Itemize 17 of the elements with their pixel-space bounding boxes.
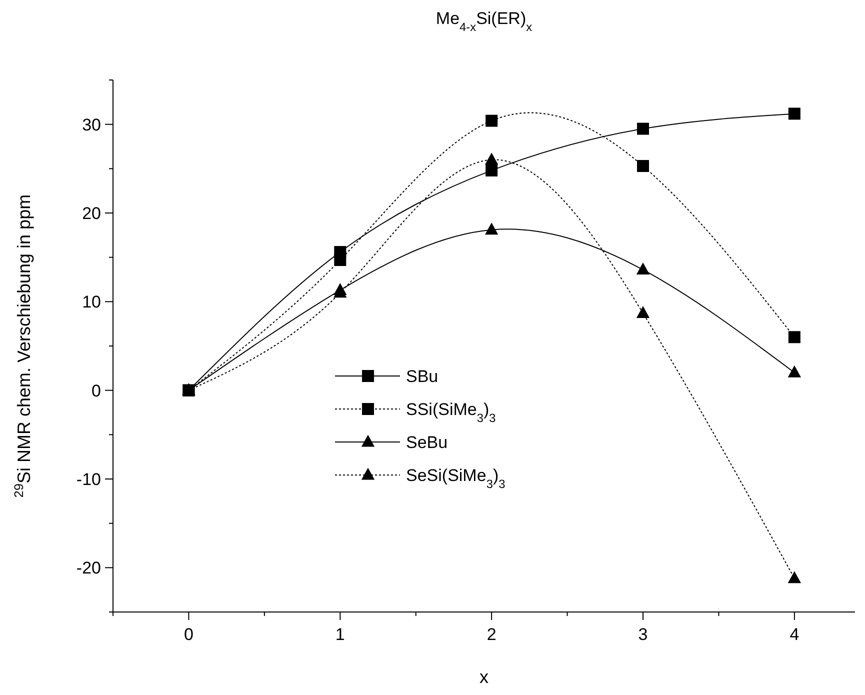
y-tick-label: 30: [82, 115, 101, 134]
y-tick-label: 0: [92, 381, 101, 400]
legend-label: SBu: [406, 367, 438, 386]
y-tick-label: -10: [76, 470, 101, 489]
x-tick-label: 2: [486, 625, 496, 644]
x-tick-label: 1: [335, 625, 345, 644]
y-tick-label: 20: [82, 204, 101, 223]
legend-label: SeSi(SiMe$_{3}$)$_{3}$: [406, 466, 506, 491]
y-tick-label: 10: [82, 292, 101, 312]
x-tick-label: 4: [790, 625, 800, 644]
y-tick-label: -20: [76, 558, 101, 578]
x-axis-title: x: [480, 667, 488, 687]
chart-title: Me$_{4-x}$Si(ER)$_{x}$: [436, 9, 532, 34]
legend-label: SSi(SiMe$_{3}$)$_{3}$: [406, 400, 496, 425]
legend-label: SeBu: [406, 433, 448, 452]
x-tick-label: 0: [184, 625, 194, 644]
x-tick-label: 3: [638, 625, 648, 644]
